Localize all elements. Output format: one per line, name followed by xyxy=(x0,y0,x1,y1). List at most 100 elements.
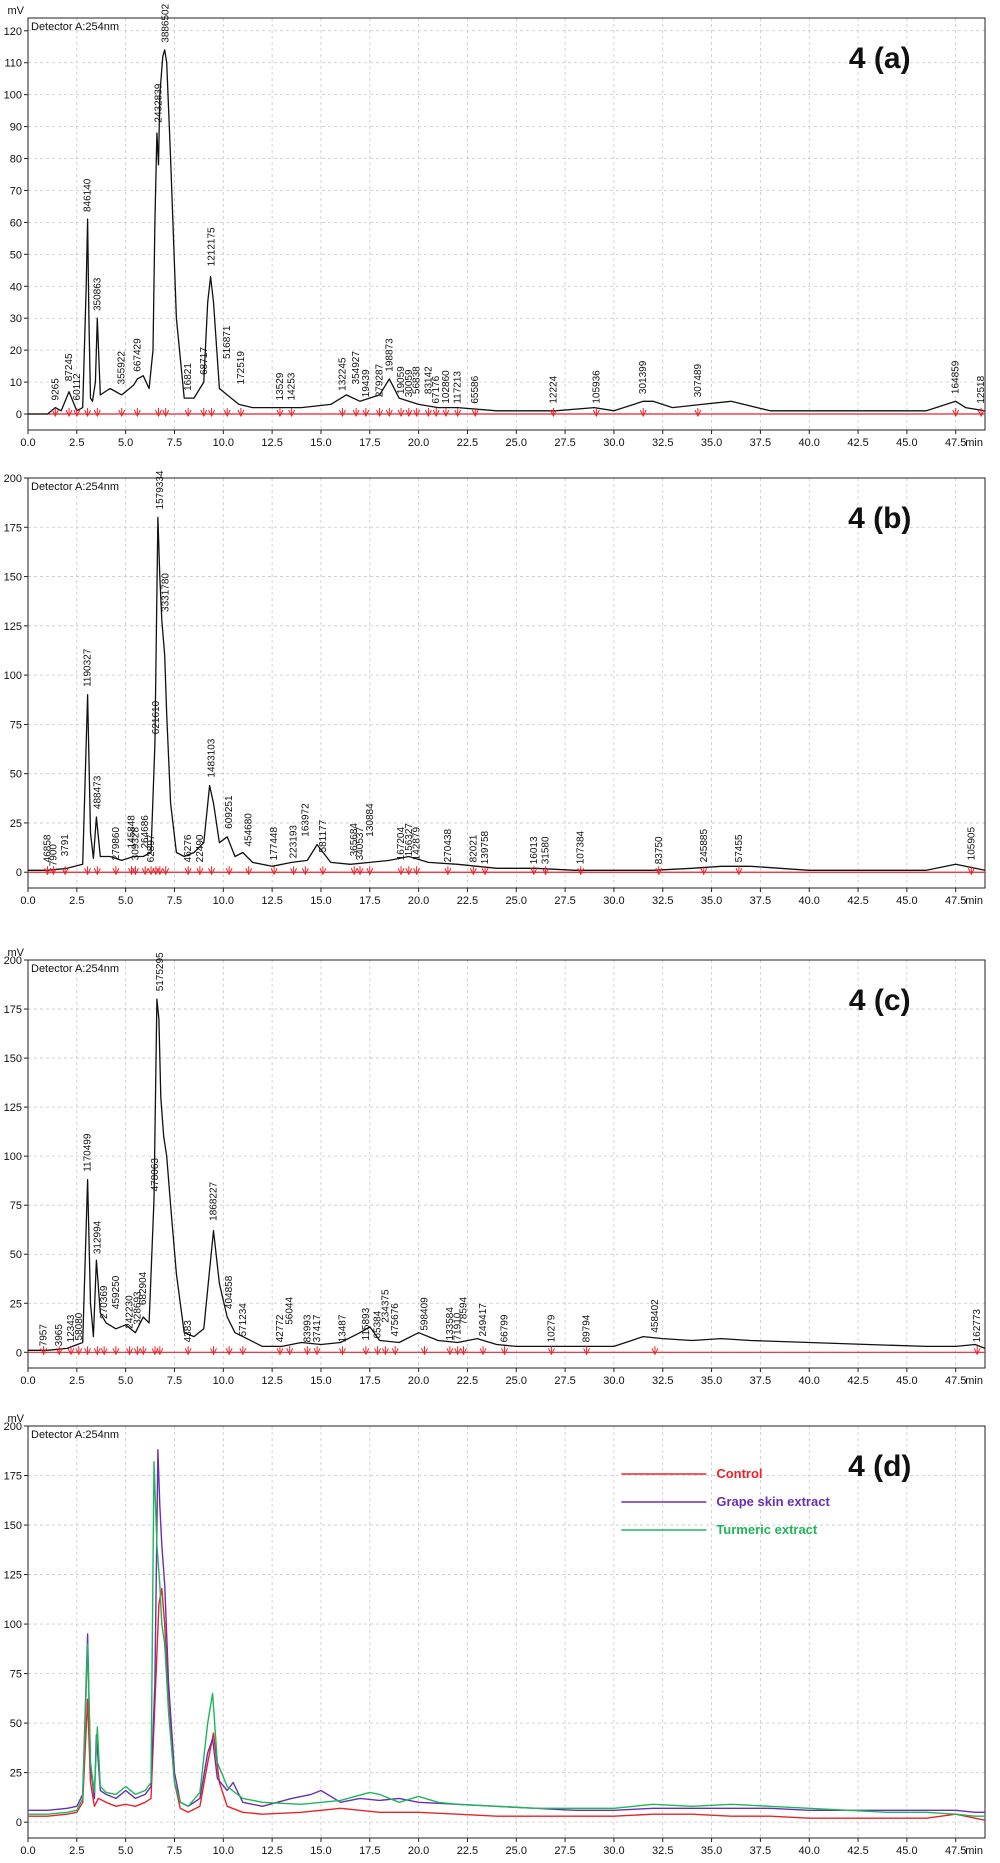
peak-marker xyxy=(184,866,192,876)
peak-marker xyxy=(65,408,73,418)
peak-marker xyxy=(286,1346,294,1356)
peak-area-label: 355922 xyxy=(117,351,128,385)
peak-area-label: 365684 xyxy=(349,823,360,857)
peak-marker xyxy=(156,866,164,876)
x-tick-label: 30.0 xyxy=(603,1845,624,1857)
x-tick-label: 15.0 xyxy=(310,895,331,907)
peak-area-label: 249417 xyxy=(478,1303,489,1337)
y-tick-label: 60 xyxy=(10,217,22,229)
peak-marker xyxy=(405,408,413,418)
peak-area-label: 242230 xyxy=(125,1295,136,1329)
peak-marker xyxy=(479,1346,487,1356)
peak-area-label: 846140 xyxy=(83,178,94,212)
peak-area-label: 83993 xyxy=(302,1314,313,1342)
peak-marker xyxy=(405,866,413,876)
x-tick-label: 17.5 xyxy=(359,437,380,449)
y-tick-label: 175 xyxy=(4,522,22,534)
peak-marker xyxy=(376,408,383,418)
peak-marker xyxy=(694,408,702,418)
x-tick-label: 10.0 xyxy=(213,437,234,449)
y-tick-label: 125 xyxy=(4,1102,22,1114)
peak-marker xyxy=(319,866,327,876)
peak-marker xyxy=(501,1346,508,1356)
peak-marker xyxy=(151,1346,159,1356)
x-unit-label: min xyxy=(965,437,983,449)
y-tick-label: 10 xyxy=(10,377,22,389)
peak-marker xyxy=(432,408,440,418)
x-tick-label: 40.0 xyxy=(799,437,820,449)
y-tick-label: 90 xyxy=(10,122,22,134)
peak-area-label: 46858 xyxy=(43,834,54,862)
y-unit-label: mV xyxy=(8,5,25,17)
peak-marker xyxy=(413,408,421,418)
peak-area-label: 458402 xyxy=(650,1299,661,1333)
x-tick-label: 22.5 xyxy=(457,1375,478,1387)
x-tick-label: 42.5 xyxy=(847,895,868,907)
series-line-1 xyxy=(28,516,986,871)
peak-area-label: 56838 xyxy=(412,366,423,394)
x-tick-label: 7.5 xyxy=(167,1845,182,1857)
y-tick-label: 25 xyxy=(10,818,22,830)
panel-label: 4 (b) xyxy=(848,502,911,535)
peak-marker xyxy=(651,1346,659,1356)
peak-area-label: 2432839 xyxy=(153,83,164,122)
y-tick-label: 175 xyxy=(4,1471,22,1483)
peak-area-label: 107384 xyxy=(576,830,587,864)
peak-area-label: 46276 xyxy=(183,834,194,862)
peak-marker xyxy=(397,408,405,418)
series-line-grape-skin-extract xyxy=(28,1449,985,1813)
peak-marker xyxy=(84,1346,92,1356)
y-tick-label: 100 xyxy=(4,90,22,102)
plot-frame xyxy=(27,477,986,889)
peak-marker xyxy=(366,866,374,876)
y-tick-label: 125 xyxy=(4,621,22,633)
peak-area-label: 68717 xyxy=(199,347,210,375)
y-tick-label: 150 xyxy=(4,1520,22,1532)
peak-area-label: 37417 xyxy=(312,1314,323,1342)
peak-marker xyxy=(139,1346,147,1356)
x-tick-label: 10.0 xyxy=(213,1375,234,1387)
peak-marker xyxy=(270,866,278,876)
panel-label: 4 (a) xyxy=(849,42,911,75)
panel-label: 4 (d) xyxy=(848,1450,911,1483)
peak-marker xyxy=(301,866,309,876)
plot-frame xyxy=(27,959,986,1369)
x-tick-label: 35.0 xyxy=(701,1845,722,1857)
peak-marker xyxy=(397,866,405,876)
peak-area-label: 162773 xyxy=(972,1309,983,1343)
x-tick-label: 12.5 xyxy=(261,895,282,907)
x-tick-label: 27.5 xyxy=(554,1375,575,1387)
peak-area-label: 245885 xyxy=(699,829,710,863)
peak-area-label: 1483103 xyxy=(207,738,218,777)
peak-area-label: 65586 xyxy=(470,375,481,403)
x-tick-label: 15.0 xyxy=(310,1845,331,1857)
peak-area-label: 62897 xyxy=(146,834,157,862)
y-tick-label: 150 xyxy=(4,1053,22,1065)
peak-marker xyxy=(973,1346,981,1356)
peak-marker xyxy=(413,866,421,876)
y-tick-label: 0 xyxy=(16,1347,22,1359)
peak-area-label: 142879 xyxy=(412,827,423,861)
peak-marker xyxy=(73,408,81,418)
peak-marker xyxy=(133,408,141,418)
peak-marker xyxy=(133,1346,141,1356)
peak-area-label: 581177 xyxy=(318,819,329,852)
peak-marker xyxy=(93,866,101,876)
y-tick-label: 70 xyxy=(10,185,22,197)
x-tick-label: 27.5 xyxy=(554,1845,575,1857)
peak-area-label: 31580 xyxy=(541,836,552,864)
peak-area-label: 488473 xyxy=(92,775,103,809)
peak-marker xyxy=(454,408,462,418)
x-tick-label: 7.5 xyxy=(167,437,182,449)
x-tick-label: 15.0 xyxy=(310,1375,331,1387)
peak-area-label: 3886502 xyxy=(161,3,172,42)
peak-area-label: 13529 xyxy=(275,372,286,400)
x-tick-label: 20.0 xyxy=(408,1845,429,1857)
y-tick-label: 120 xyxy=(4,26,22,38)
x-tick-label: 40.0 xyxy=(799,1845,820,1857)
x-tick-label: 30.0 xyxy=(603,895,624,907)
peak-marker xyxy=(141,866,149,876)
panel-4: 0.0 2.5 5.0 7.5 10.0 12.5 15.0 17.5 20.0 22.5 25.0… xyxy=(4,1413,986,1857)
peak-area-label: 58080 xyxy=(74,1312,85,1340)
